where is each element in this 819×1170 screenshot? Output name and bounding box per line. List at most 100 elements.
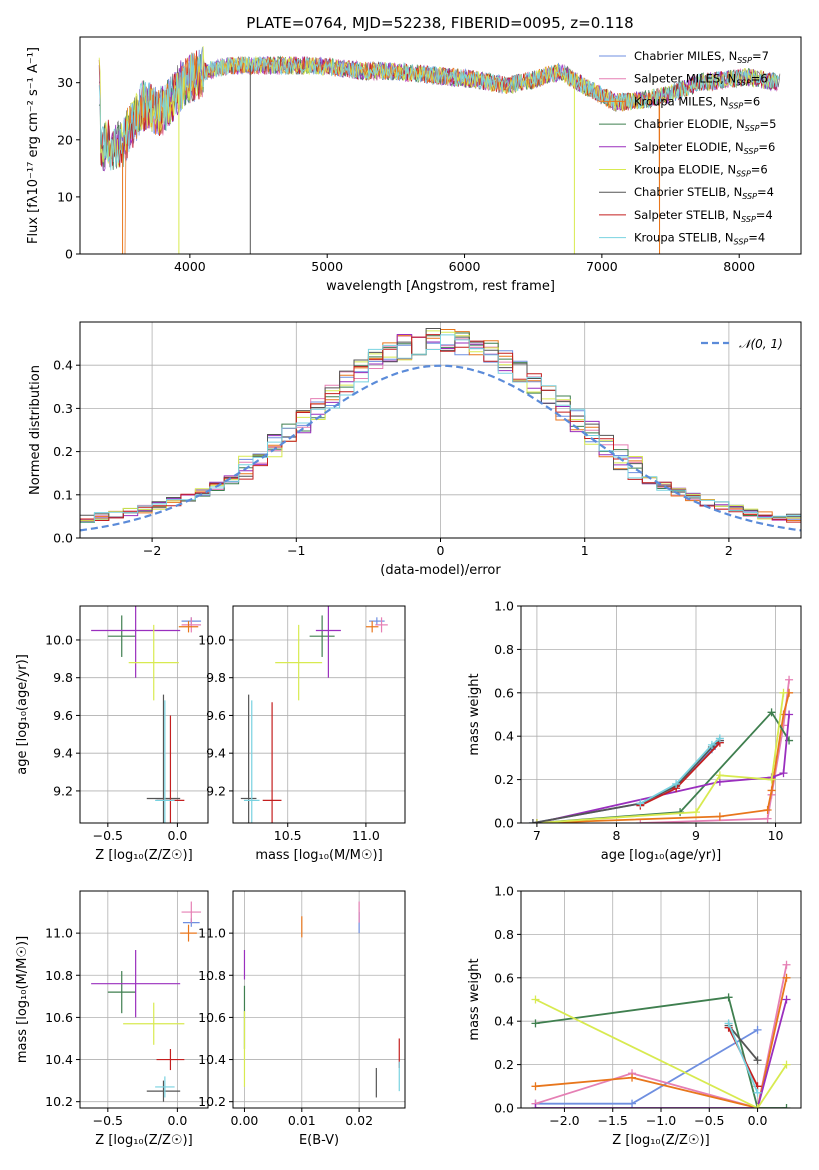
legend-label: Kroupa MILES, NSSP=6 — [634, 94, 760, 110]
error-cross-2 — [178, 621, 199, 633]
figure-title: PLATE=0764, MJD=52238, FIBERID=0095, z=0… — [246, 14, 633, 32]
x-tick-label: −0.5 — [93, 1113, 123, 1128]
x-tick-label: −0.5 — [694, 1113, 724, 1128]
y-tick-label: 0.3 — [53, 401, 73, 416]
y-axis-label: mass weight — [467, 958, 482, 1040]
error-cross-1 — [375, 617, 388, 633]
series-marker — [707, 740, 716, 749]
error-cross-8 — [155, 700, 175, 823]
y-tick-label: 0.4 — [494, 729, 514, 744]
x-tick-label: 10 — [768, 828, 784, 843]
series-marker — [763, 805, 772, 814]
error-cross-2 — [180, 924, 197, 942]
error-cross-5 — [123, 1002, 185, 1045]
error-cross-2 — [365, 621, 379, 633]
chart-residuals: 𝒩(0, 1) −2 −1 0 1 2 0.0 0.1 0.2 0.3 0.4 (data-model… — [28, 321, 802, 578]
y-tick-label: 10 — [57, 189, 73, 204]
plot-area — [243, 901, 400, 1098]
series-marker — [692, 808, 700, 817]
y-axis-label: Normed distribution — [28, 365, 43, 495]
x-tick-label: 0.0 — [167, 828, 187, 843]
x-axis-label: E(B-V) — [299, 1133, 339, 1148]
axes-frame — [79, 890, 209, 1109]
y-tick-label: 0.0 — [494, 1101, 514, 1116]
x-tick-label: 1 — [581, 543, 589, 558]
y-tick-label: 1.0 — [494, 884, 514, 899]
series-marker — [779, 721, 788, 730]
x-tick-label: −1 — [287, 543, 305, 558]
plot-area — [80, 328, 801, 538]
y-tick-label: 0.4 — [53, 358, 73, 373]
series-marker — [672, 779, 681, 788]
y-tick-label: 9.2 — [53, 783, 73, 798]
axes-frame — [79, 605, 209, 824]
y-tick-label: 20 — [57, 132, 73, 147]
series-line-1 — [640, 679, 790, 823]
series-marker — [531, 1082, 540, 1091]
error-cross-8 — [243, 700, 260, 823]
y-tick-label: 10.2 — [198, 1094, 226, 1109]
series-marker — [636, 819, 645, 823]
series-line-3 — [536, 710, 790, 823]
series-marker — [715, 734, 724, 743]
y-tick-label: 0.2 — [494, 772, 514, 787]
series-line-4 — [535, 999, 788, 1108]
x-tick-label: 0.01 — [288, 1113, 316, 1128]
series-marker — [531, 1019, 540, 1028]
series-marker — [785, 675, 794, 684]
error-cross-3 — [107, 615, 136, 657]
y-tick-label: 10.4 — [45, 1052, 73, 1067]
y-tick-label: 0.8 — [494, 642, 514, 657]
plot-area — [528, 675, 794, 823]
spectrum-line-8 — [98, 52, 781, 171]
x-tick-label: −0.5 — [93, 828, 123, 843]
legend-label: Chabrier ELODIE, NSSP=5 — [634, 117, 776, 133]
y-tick-label: 0.0 — [53, 531, 73, 546]
y-tick-label: 10.2 — [45, 1094, 73, 1109]
plot-area — [98, 46, 781, 254]
series-line-5 — [535, 998, 788, 1108]
series-marker — [767, 786, 776, 795]
series-marker — [782, 995, 791, 1004]
x-tick-label: 7000 — [586, 259, 618, 274]
x-axis-label: Z [log₁₀(Z/Z☉)] — [612, 1133, 709, 1148]
legend: Chabrier MILES, NSSP=7 Salpeter MILES, NS… — [599, 49, 776, 247]
histogram-8 — [80, 334, 801, 538]
y-tick-label: 9.8 — [206, 670, 226, 685]
series-marker — [782, 973, 791, 982]
chart-spectrum: Chabrier MILES, NSSP=7 Salpeter MILES, NS… — [26, 36, 802, 294]
series-line-3 — [535, 996, 787, 1108]
y-tick-label: 11.0 — [198, 926, 226, 941]
error-cross-7 — [156, 1049, 185, 1071]
y-tick-label: 0.2 — [494, 1057, 514, 1072]
y-tick-label: 0.0 — [494, 816, 514, 831]
series-marker — [779, 769, 788, 778]
y-axis-label: mass weight — [467, 673, 482, 755]
axes-frame — [232, 890, 406, 1109]
y-tick-label: 9.6 — [206, 708, 226, 723]
plot-area — [240, 606, 388, 823]
series-line-2 — [536, 692, 790, 823]
legend-label: Chabrier MILES, NSSP=7 — [634, 49, 769, 65]
series-marker — [724, 1019, 733, 1028]
x-tick-label: −1.5 — [598, 1113, 628, 1128]
series-marker — [763, 814, 772, 823]
plot-area — [91, 606, 202, 823]
y-tick-label: 10.8 — [45, 968, 73, 983]
series-marker — [628, 1073, 637, 1082]
y-tick-label: 9.2 — [206, 783, 226, 798]
series-marker — [531, 1104, 540, 1108]
y-tick-label: 0.8 — [494, 927, 514, 942]
y-axis-label: age [log₁₀(age/yr)] — [15, 654, 30, 775]
legend-label: Salpeter MILES, NSSP=6 — [634, 72, 768, 88]
axes-frame — [520, 605, 802, 824]
error-cross-6 — [146, 1080, 181, 1102]
series-line-5 — [536, 692, 785, 823]
chart-mass_vs_Z: −0.5 0.0 10.2 10.4 10.6 10.8 11.0 Z [log₁₀(Z/Z☉… — [15, 890, 209, 1148]
series-marker — [532, 819, 541, 823]
series-marker — [715, 771, 724, 780]
series-line-8 — [639, 737, 721, 805]
x-tick-label: 5000 — [311, 259, 343, 274]
x-tick-label: 11.0 — [352, 828, 380, 843]
legend-label: Salpeter ELODIE, NSSP=6 — [634, 140, 775, 156]
